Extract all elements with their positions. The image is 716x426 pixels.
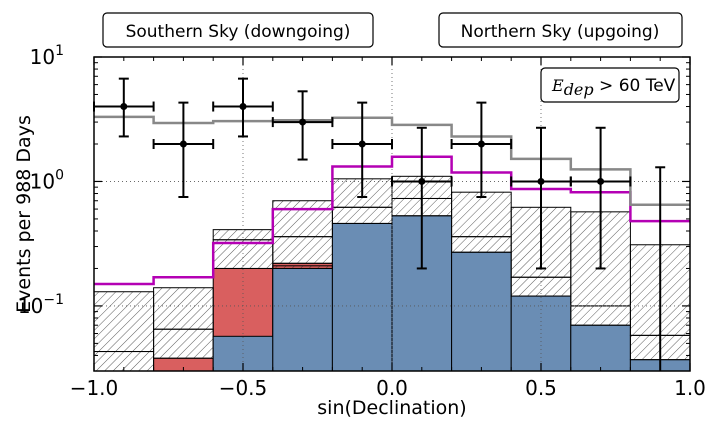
x-tick-label: 0.5	[525, 376, 557, 400]
data-marker	[239, 103, 247, 111]
data-marker	[299, 118, 307, 126]
data-point	[271, 90, 334, 161]
data-point	[331, 101, 393, 199]
best-fit-total-line	[94, 155, 690, 286]
atmospheric-neutrinos-bin	[331, 222, 393, 372]
data-point	[655, 166, 666, 371]
axis-ticks: −1.0 −0.5 0.0 0.5 1.0 10−1 100 101	[18, 43, 706, 400]
atmospheric-neutrinos-uncertainty-bin	[451, 236, 512, 253]
data-point	[569, 126, 632, 270]
atmospheric-neutrinos-bin	[570, 324, 631, 372]
atmospheric-neutrinos-bin	[451, 251, 512, 372]
data-marker	[477, 140, 485, 148]
energy-cut-label: Edep > 60 TeV	[551, 76, 676, 99]
y-tick-label: 101	[30, 43, 64, 69]
data-point	[391, 126, 453, 270]
data-marker	[120, 103, 128, 111]
data-marker	[358, 140, 366, 148]
data-marker	[418, 177, 426, 185]
astrophysical-band-bin	[212, 229, 274, 241]
atmospheric-neutrinos-bin	[272, 267, 333, 372]
atmospheric-neutrinos-uncertainty-bin	[570, 305, 631, 326]
x-tick-label: −1.0	[70, 376, 119, 400]
data-marker	[597, 177, 605, 185]
y-tick-label: 100	[30, 167, 64, 193]
data-points	[93, 77, 666, 371]
astrophysical-band-bin	[93, 291, 155, 353]
atmospheric-muons-uncertainty-bin	[153, 328, 214, 359]
southern-sky-label: Southern Sky (downgoing)	[126, 22, 351, 42]
x-tick-label: −0.5	[219, 376, 268, 400]
data-marker	[537, 177, 545, 185]
y-axis-label: Events per 988 Days	[13, 115, 35, 313]
southern-sky-label-box: Southern Sky (downgoing)	[102, 12, 374, 48]
atmospheric-neutrinos-uncertainty-bin	[331, 206, 393, 224]
data-point	[450, 101, 513, 199]
northern-sky-label: Northern Sky (upgoing)	[461, 22, 660, 42]
data-point	[152, 101, 215, 199]
x-tick-label: 0.0	[376, 376, 408, 400]
x-axis-label: sin(Declination)	[317, 397, 466, 419]
data-point	[93, 77, 155, 138]
y-tick-label: 10−1	[18, 292, 64, 318]
atmospheric-neutrinos-uncertainty-bin	[272, 265, 333, 269]
northern-sky-label-box: Northern Sky (upgoing)	[438, 12, 683, 48]
astrophysical-band-bin	[272, 200, 333, 238]
alternative-total-line	[94, 115, 690, 206]
astrophysical-band-bin	[153, 287, 214, 330]
data-marker	[179, 140, 187, 148]
energy-cut-legend: Edep > 60 TeV	[540, 67, 680, 103]
x-tick-label: 1.0	[674, 376, 706, 400]
plot-area	[93, 175, 691, 372]
data-point	[212, 77, 274, 138]
step-lines	[94, 115, 690, 286]
astrophysical-band-bin	[451, 191, 512, 238]
atmospheric-muons-uncertainty-bin	[272, 236, 333, 264]
